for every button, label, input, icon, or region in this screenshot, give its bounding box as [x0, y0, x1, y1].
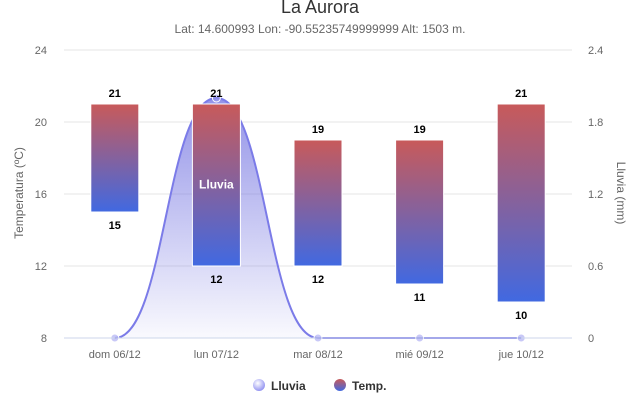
y-left-tick-label: 24 [35, 45, 47, 57]
axes: 8 12 16 20 24 0 0.6 1.2 1.8 2.4 dom 06/12 lun 07/12… [35, 45, 604, 361]
y-right-tick-label: 0.6 [588, 261, 603, 273]
legend-rain-label[interactable]: Lluvia [271, 379, 306, 393]
y-left-tick-label: 16 [35, 189, 47, 201]
legend-temp-marker [334, 379, 346, 391]
temp-low-label: 12 [312, 274, 324, 286]
temperature-bar [395, 139, 445, 285]
y-left-tick-label: 12 [35, 261, 47, 273]
temp-low-label: 10 [515, 310, 527, 322]
x-tick-label: lun 07/12 [194, 349, 239, 361]
x-tick-label: mié 09/12 [395, 349, 443, 361]
temperature-bar [293, 139, 343, 267]
x-tick-label: jue 10/12 [498, 349, 544, 361]
rain-point [211, 93, 221, 103]
y-right-tick-label: 0 [588, 333, 594, 345]
y-right-tick-label: 1.8 [588, 117, 603, 129]
temp-low-label: 15 [109, 220, 121, 232]
y-left-tick-label: 8 [41, 333, 47, 345]
temperature-series: 21 15 21 12 19 12 19 11 21 10 Lluvia [90, 88, 546, 322]
temperature-bar [191, 103, 241, 267]
temp-high-label: 21 [109, 88, 121, 100]
y-left-tick-label: 20 [35, 117, 47, 129]
temperature-bar [90, 103, 140, 213]
temp-high-label: 21 [210, 88, 222, 100]
x-tick-label: dom 06/12 [89, 349, 141, 361]
temp-low-label: 12 [210, 274, 222, 286]
chart-title: La Aurora [281, 0, 360, 17]
y-axis-right-title: Lluvia (mm) [614, 162, 628, 225]
temperature-bar [496, 103, 546, 303]
temp-high-label: 21 [515, 88, 527, 100]
y-right-tick-label: 2.4 [588, 45, 603, 57]
legend: Lluvia Temp. [253, 379, 386, 393]
temp-high-label: 19 [413, 124, 425, 136]
legend-rain-marker [253, 379, 265, 391]
y-axis-left-title: Temperatura (ºC) [12, 147, 26, 239]
temp-low-label: 11 [414, 292, 426, 304]
temp-high-label: 19 [312, 124, 324, 136]
x-tick-label: mar 08/12 [293, 349, 343, 361]
rain-annotation-label: Lluvia [199, 178, 234, 192]
chart-subtitle: Lat: 14.600993 Lon: -90.55235749999999 A… [175, 22, 466, 36]
legend-temp-label[interactable]: Temp. [352, 379, 386, 393]
y-right-tick-label: 1.2 [588, 189, 603, 201]
